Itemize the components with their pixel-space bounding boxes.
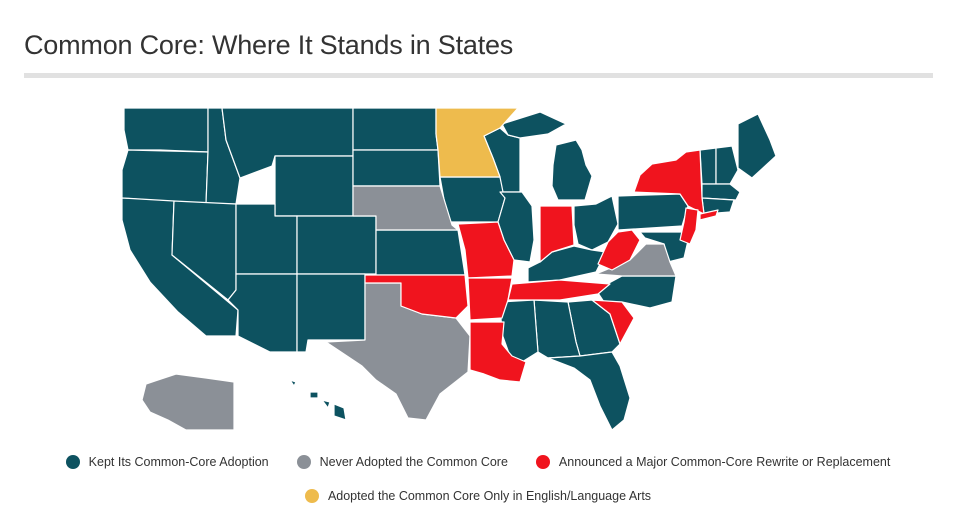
- state-missouri[interactable]: [457, 221, 515, 279]
- legend-label-never: Never Adopted the Common Core: [319, 455, 508, 469]
- state-south-dakota[interactable]: [352, 149, 441, 187]
- state-washington[interactable]: [123, 107, 209, 153]
- announced-rewrite-states: [364, 149, 719, 383]
- state-vermont[interactable]: [699, 147, 717, 185]
- state-west-virginia[interactable]: [597, 229, 641, 271]
- legend-swatch-ela-only: [304, 489, 319, 503]
- us-states-map: [121, 107, 777, 431]
- state-south-carolina[interactable]: [591, 299, 635, 345]
- state-new-hampshire[interactable]: [715, 145, 739, 185]
- legend-item-ela-only: Adopted the Common Core Only in English/…: [304, 489, 652, 503]
- legend-item-announced: Announced a Major Common-Core Rewrite or…: [535, 455, 891, 469]
- page-title: Common Core: Where It Stands in States: [24, 30, 514, 60]
- state-louisiana[interactable]: [469, 321, 527, 383]
- legend-label-kept: Kept Its Common-Core Adoption: [88, 455, 269, 469]
- state-oregon[interactable]: [121, 149, 209, 205]
- state-long-island[interactable]: [699, 209, 719, 221]
- state-iowa[interactable]: [439, 176, 506, 223]
- legend-label-ela-only: Adopted the Common Core Only in English/…: [327, 489, 652, 503]
- state-oklahoma[interactable]: [364, 274, 469, 319]
- state-arkansas[interactable]: [467, 277, 513, 321]
- state-new-mexico[interactable]: [296, 273, 366, 353]
- state-pennsylvania[interactable]: [617, 193, 689, 231]
- legend-item-kept: Kept Its Common-Core Adoption: [65, 455, 269, 469]
- legend-swatch-announced: [535, 455, 550, 469]
- kept-states: [121, 107, 777, 431]
- state-minnesota[interactable]: [435, 107, 519, 178]
- state-new-york[interactable]: [633, 149, 705, 215]
- state-maine[interactable]: [737, 113, 777, 179]
- legend-swatch-kept: [65, 455, 80, 469]
- state-kansas[interactable]: [375, 229, 466, 276]
- title-divider: [24, 73, 933, 78]
- state-massachusetts[interactable]: [701, 183, 741, 201]
- state-alaska[interactable]: [141, 373, 235, 431]
- state-illinois[interactable]: [497, 191, 535, 263]
- state-arizona[interactable]: [227, 273, 298, 353]
- legend-row-1: Kept Its Common-Core Adoption Never Adop…: [0, 455, 956, 469]
- state-wyoming[interactable]: [274, 155, 354, 217]
- state-nebraska[interactable]: [352, 185, 459, 231]
- legend-row-2: Adopted the Common Core Only in English/…: [0, 489, 956, 503]
- state-florida[interactable]: [547, 351, 631, 431]
- state-north-dakota[interactable]: [352, 107, 439, 151]
- legend-swatch-never: [296, 455, 311, 469]
- state-new-jersey[interactable]: [679, 207, 699, 245]
- legend-item-never: Never Adopted the Common Core: [296, 455, 508, 469]
- state-michigan[interactable]: [501, 111, 593, 201]
- state-tennessee[interactable]: [507, 279, 611, 301]
- state-hawaii[interactable]: [289, 379, 347, 421]
- ela-only-states: [435, 107, 519, 178]
- state-colorado[interactable]: [296, 215, 377, 275]
- legend-label-announced: Announced a Major Common-Core Rewrite or…: [558, 455, 891, 469]
- state-indiana[interactable]: [539, 205, 575, 263]
